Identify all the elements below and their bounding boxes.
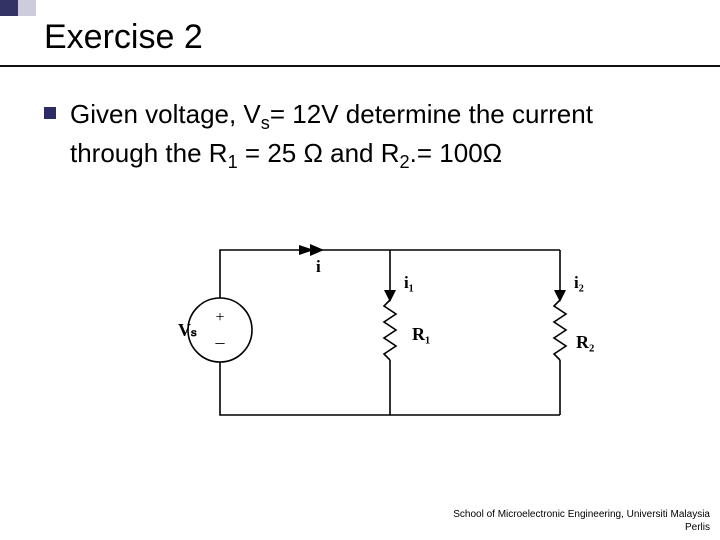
text-frag: Given voltage, V [70,99,261,129]
voltage-source [188,298,252,362]
body-text: Given voltage, Vs= 12V determine the cur… [70,97,650,175]
slide-title: Exercise 2 [44,18,676,57]
text-frag: .= [410,138,440,168]
footer-line2: Perlis [453,521,710,534]
circuit-diagram: + – Vₛ i i₁ i₂ R₁ R₂ [160,240,600,440]
resistor-r1 [384,300,396,360]
i1-label: i₁ [404,273,414,292]
footer-line1: School of Microelectronic Engineering, U… [453,508,710,521]
text-sub: 1 [228,152,238,172]
bullet-icon [44,107,56,119]
text-frag: 100Ω [439,138,502,168]
text-frag: = 25 Ω and R [238,138,400,168]
title-area: Exercise 2 [0,0,720,67]
text-sub: 2 [400,152,410,172]
resistor-r2 [554,300,566,360]
body-area: Given voltage, Vs= 12V determine the cur… [0,67,720,175]
plus-label: + [215,309,224,326]
text-sub: s [261,113,270,133]
r2-label: R₂ [576,332,594,352]
minus-label: – [215,332,226,352]
text-frag: = 12V determine the [270,99,505,129]
slide-accent [0,0,36,16]
i2-label: i₂ [574,273,584,292]
r1-label: R₁ [412,324,430,344]
vs-label: Vₛ [178,320,197,340]
bullet-item: Given voltage, Vs= 12V determine the cur… [44,97,676,175]
i-label: i [316,257,321,276]
footer: School of Microelectronic Engineering, U… [453,508,710,534]
